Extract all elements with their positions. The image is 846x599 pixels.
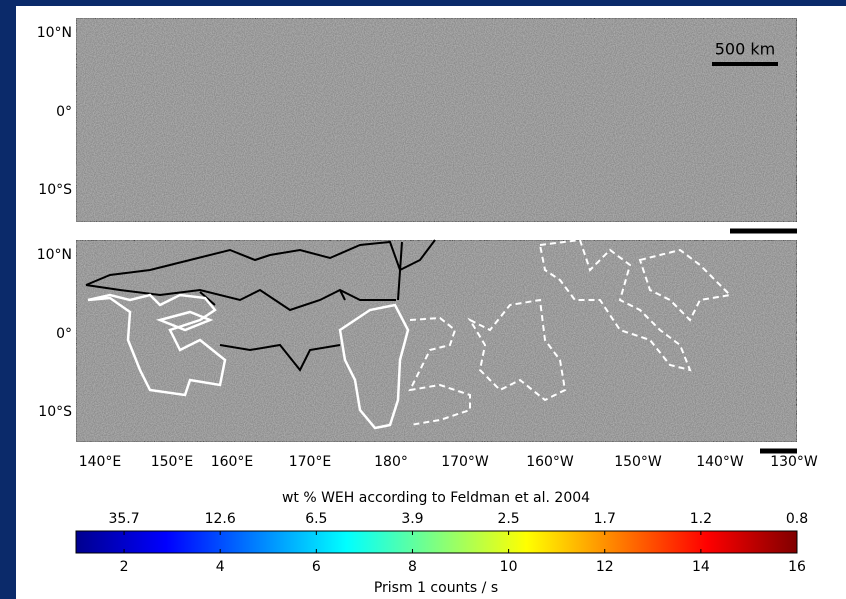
lon-label: 170°E — [289, 454, 332, 470]
colorbar-tick-label: 6 — [312, 559, 321, 575]
lon-label: 160°E — [211, 454, 254, 470]
colorbar-tick-label: 4 — [216, 559, 225, 575]
maps: 500 km — [75, 17, 798, 454]
colorbar-top-tick-label: 0.8 — [786, 511, 808, 527]
lon-label: 170°W — [441, 454, 489, 470]
map-bottom — [75, 239, 798, 443]
colorbar: wt % WEH according to Feldman et al. 200… — [75, 490, 798, 596]
colorbar-top-tick-label: 2.5 — [497, 511, 519, 527]
outline-white — [87, 293, 410, 430]
lon-label: 150°W — [614, 454, 662, 470]
lon-label: 150°E — [151, 454, 194, 470]
outline-black — [85, 239, 436, 372]
colorbar-top-tick-label: 3.9 — [401, 511, 423, 527]
colorbar-top-tick-label: 35.7 — [108, 511, 139, 527]
colorbar-tick-label: 14 — [692, 559, 710, 575]
lon-label: 180° — [374, 454, 408, 470]
colorbar-tick-label: 16 — [788, 559, 806, 575]
outline-white-dashed — [408, 238, 733, 426]
lat-label: 10°N — [37, 25, 72, 41]
lon-label: 130°W — [770, 454, 818, 470]
colorbar-top-tick-label: 6.5 — [305, 511, 327, 527]
lat-label: 0° — [56, 104, 72, 120]
lat-label: 0° — [56, 326, 72, 342]
colorbar-top-tick-label: 12.6 — [205, 511, 236, 527]
colorbar-bottom-label: Prism 1 counts / s — [374, 580, 498, 596]
lon-label: 140°W — [696, 454, 744, 470]
lat-label: 10°N — [37, 247, 72, 263]
colorbar-top-label: wt % WEH according to Feldman et al. 200… — [282, 490, 590, 506]
colorbar-tick-label: 2 — [120, 559, 129, 575]
lat-label: 10°S — [38, 404, 72, 420]
colorbar-tick-label: 10 — [500, 559, 518, 575]
colorbar-tick-label: 8 — [408, 559, 417, 575]
colorbar-top-tick-label: 1.7 — [594, 511, 616, 527]
lat-label: 10°S — [38, 182, 72, 198]
colorbar-bar — [75, 530, 798, 554]
colorbar-top-tick-label: 1.2 — [690, 511, 712, 527]
lon-label: 140°E — [79, 454, 122, 470]
colorbar-tick-label: 12 — [596, 559, 614, 575]
scale-bar-label: 500 km — [715, 40, 775, 59]
lon-label: 160°W — [526, 454, 574, 470]
map-top — [75, 17, 798, 223]
